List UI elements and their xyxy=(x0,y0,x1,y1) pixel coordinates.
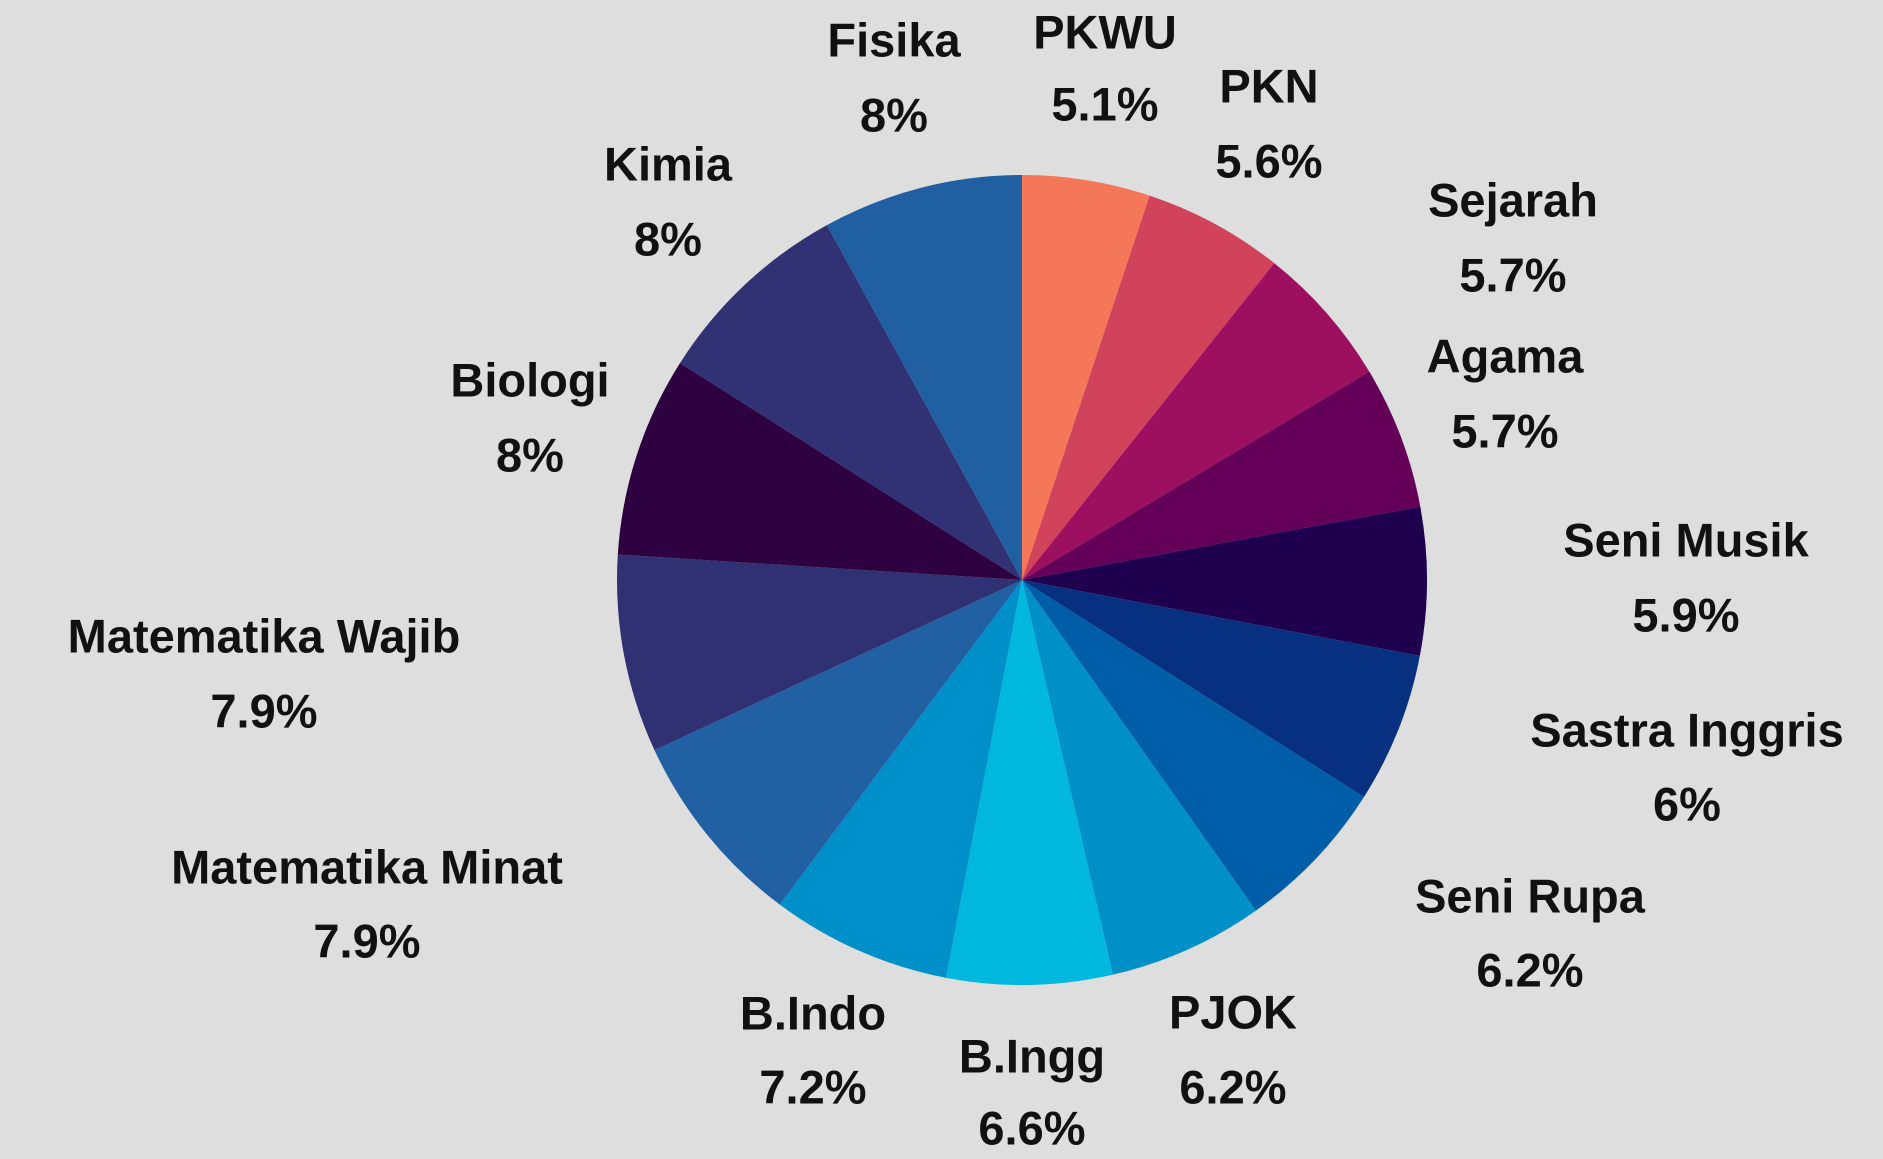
slice-label: Sejarah xyxy=(1428,173,1598,226)
slice-value: 6.2% xyxy=(1179,1060,1286,1113)
pie-slice xyxy=(1022,506,1427,656)
slice-label: PKWU xyxy=(1033,5,1177,58)
slice-label: Seni Musik xyxy=(1563,513,1809,566)
pie-slice xyxy=(826,175,1022,580)
pie-slice xyxy=(779,580,1022,978)
slice-label: Matematika Wajib xyxy=(68,609,461,662)
slice-value: 5.1% xyxy=(1051,77,1158,130)
pie-slice xyxy=(1022,580,1364,911)
slice-value: 5.7% xyxy=(1459,248,1566,301)
slice-label: B.Ingg xyxy=(959,1029,1105,1082)
slice-value: 6% xyxy=(1653,777,1721,830)
slice-label: PKN xyxy=(1219,59,1318,112)
slice-label: Biologi xyxy=(450,353,609,406)
slice-value: 7.9% xyxy=(313,914,420,967)
pie-slice xyxy=(946,580,1113,986)
slice-value: 7.9% xyxy=(210,684,317,737)
slice-value: 5.6% xyxy=(1215,134,1322,187)
slice-label: Agama xyxy=(1427,329,1585,382)
slice-value: 5.9% xyxy=(1632,588,1739,641)
slice-label: Kimia xyxy=(604,137,733,190)
slice-value: 7.2% xyxy=(759,1060,866,1113)
pie-slice xyxy=(617,362,1022,580)
slice-value: 5.7% xyxy=(1451,404,1558,457)
pie-slice xyxy=(680,225,1022,580)
slice-value: 6.2% xyxy=(1476,943,1583,996)
pie-slice xyxy=(1022,580,1256,975)
slice-label: Sastra Inggris xyxy=(1530,703,1843,756)
pie-slice xyxy=(1022,263,1370,580)
slice-value: 8% xyxy=(634,212,702,265)
slice-value: 6.6% xyxy=(978,1101,1085,1154)
pie-slice xyxy=(617,554,1022,751)
pie-slice xyxy=(1022,580,1420,798)
slice-label: B.Indo xyxy=(740,986,886,1039)
slice-value: 8% xyxy=(860,88,928,141)
slice-label: Matematika Minat xyxy=(171,840,563,893)
pie-slice xyxy=(1022,195,1275,580)
slice-label: Fisika xyxy=(827,13,961,66)
pie-slice xyxy=(1022,371,1421,580)
slice-label: PJOK xyxy=(1169,985,1297,1038)
slice-label: Seni Rupa xyxy=(1415,869,1646,922)
pie-slice xyxy=(654,580,1022,905)
pie-slice xyxy=(1022,175,1150,580)
slice-value: 8% xyxy=(496,428,564,481)
